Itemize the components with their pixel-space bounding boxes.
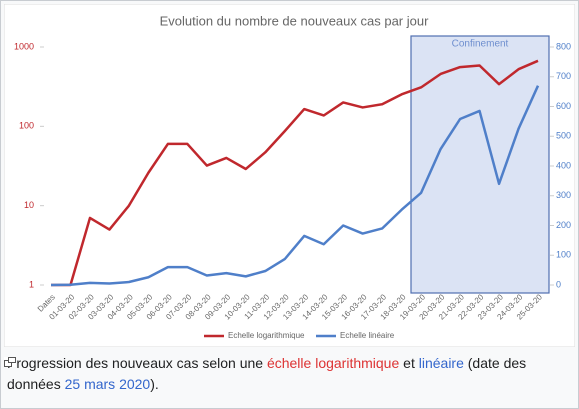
y2-tick-label: 200 [556, 220, 571, 230]
legend-label: Echelle logarithmique [228, 331, 305, 340]
enlarge-icon[interactable] [4, 357, 16, 367]
caption-text: Progression des nouveaux cas selon une [7, 355, 267, 371]
caption-text: (date des données [7, 355, 527, 392]
y-tick-label: 1000 [14, 41, 34, 51]
annotation: Confinement [452, 39, 509, 50]
y2-tick-label: 600 [556, 101, 571, 111]
y2-tick-label: 400 [556, 160, 571, 170]
y-tick-label: 1 [29, 279, 34, 289]
y2-tick-label: 0 [556, 279, 561, 289]
y2-tick-label: 800 [556, 41, 571, 51]
y2-tick-label: 100 [556, 250, 571, 260]
caption: Progression des nouveaux cas selon une é… [7, 353, 527, 395]
caption-link[interactable]: 25 mars 2020 [64, 376, 151, 392]
caption-text: ). [150, 376, 159, 392]
y2-tick-label: 700 [556, 71, 571, 81]
caption-link[interactable]: échelle logarithmique [266, 355, 400, 371]
y2-tick-label: 500 [556, 131, 571, 141]
y-tick-label: 100 [19, 121, 34, 131]
caption-text: et [399, 355, 419, 371]
chart-title: Evolution du nombre de nouveaux cas par … [160, 13, 430, 28]
chart: Confinement Evolution du nombre de nouve… [4, 4, 575, 347]
confinement-region [410, 35, 550, 294]
caption-link[interactable]: linéaire [418, 355, 464, 371]
series-line [50, 85, 540, 287]
series-line [51, 59, 539, 287]
legend-label: Echelle linéaire [340, 331, 395, 340]
y-tick-label: 10 [24, 200, 34, 210]
y2-tick-label: 300 [556, 190, 571, 200]
